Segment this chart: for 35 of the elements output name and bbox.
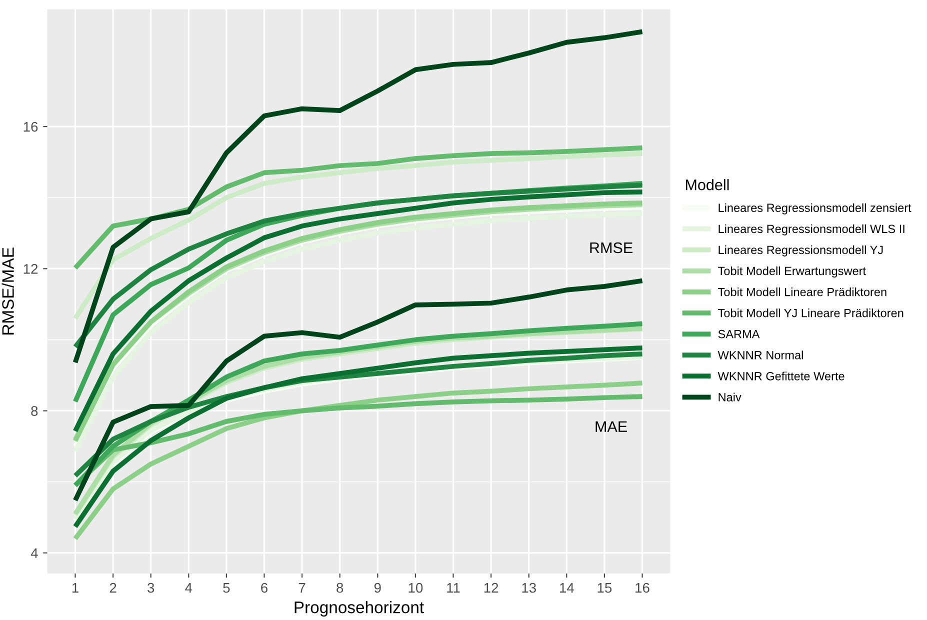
x-tick-label: 3: [148, 582, 154, 593]
x-tick-label: 8: [336, 582, 344, 593]
x-tick-label: 2: [110, 582, 116, 593]
y-tick-label: 8: [31, 406, 38, 416]
legend-label: Lineares Regressionsmodell WLS II: [718, 224, 904, 236]
legend-label: Tobit Modell Lineare Prädiktoren: [718, 288, 886, 296]
x-axis-title: Prognosehorizont: [294, 601, 424, 617]
legend-label: Lineares Regressionsmodell YJ: [718, 245, 883, 256]
x-tick-label: 5: [223, 583, 230, 593]
x-tick-label: 11: [447, 583, 460, 593]
annotation: MAE: [596, 421, 627, 432]
y-tick-label: 12: [24, 264, 38, 274]
legend-label: Tobit Modell Erwartungswert: [718, 266, 866, 278]
y-tick-label: 4: [30, 548, 38, 558]
x-tick-label: 4: [185, 583, 192, 593]
x-tick-label: 10: [408, 582, 423, 593]
x-tick-label: 1: [72, 583, 78, 593]
legend-label: WKNNR Gefittete Werte: [718, 372, 844, 380]
x-tick-label: 6: [261, 582, 268, 593]
x-tick-label: 7: [298, 583, 306, 593]
x-tick-label: 16: [636, 582, 650, 593]
annotation: RMSE: [590, 242, 632, 254]
legend-title: Modell: [686, 179, 729, 190]
x-tick-label: 15: [598, 583, 612, 593]
legend-label: WKNNR Normal: [718, 350, 803, 360]
x-tick-label: 13: [522, 582, 536, 593]
y-tick-label: 16: [24, 122, 38, 132]
y-axis-title: RMSE/MAE: [2, 248, 14, 334]
x-tick-label: 9: [374, 582, 381, 593]
legend-label: Tobit Modell YJ Lineare Prädiktoren: [718, 308, 904, 318]
legend-label: SARMA: [718, 330, 760, 338]
legend-label: Naiv: [718, 392, 742, 402]
x-tick-label: 14: [560, 583, 574, 593]
legend-label: Lineares Regressionsmodell zensiert: [718, 203, 912, 214]
x-tick-label: 12: [484, 582, 498, 593]
